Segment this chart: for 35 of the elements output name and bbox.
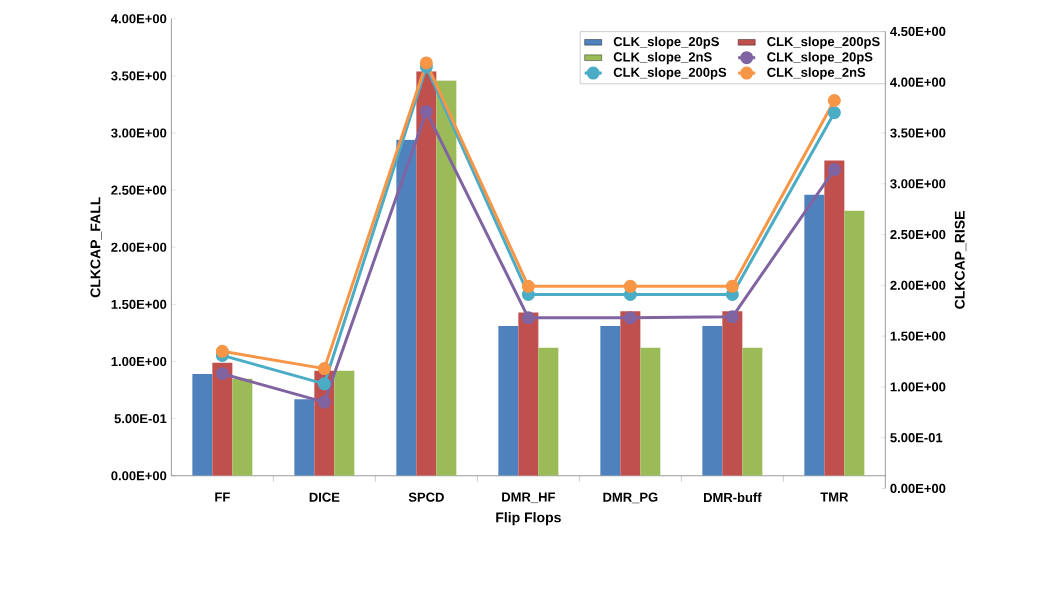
y2-tick-label: 4.00E+00 — [890, 77, 946, 87]
y2-tick-label: 3.50E+00 — [890, 128, 946, 138]
y-tick-label: 2.00E+00 — [111, 242, 167, 252]
legend-label: CLK_slope_2nS — [613, 52, 712, 65]
y-tick-label: 3.00E+00 — [111, 128, 167, 138]
y-tick-label: 2.50E+00 — [111, 185, 167, 195]
y2-tick-label: 5.00E-01 — [890, 433, 943, 443]
x-tick-label: DMR_HF — [502, 492, 555, 504]
y2-tick-label: 0.00E+00 — [890, 483, 946, 494]
y-tick-label: 3.50E+00 — [111, 71, 167, 81]
y2-tick-label: 4.50E+00 — [890, 26, 946, 37]
y-tick-label: 1.00E+00 — [111, 356, 167, 367]
legend-label: CLK_slope_200pS — [613, 67, 727, 80]
y-tick-label: 5.00E-01 — [114, 414, 167, 424]
y2-tick-label: 1.00E+00 — [890, 382, 946, 392]
legend-label: CLK_slope_200pS — [767, 36, 880, 49]
legend-label: CLK_slope_20pS — [767, 52, 873, 65]
y2-tick-label: 1.50E+00 — [890, 331, 946, 341]
x-tick-label: FF — [215, 492, 230, 502]
x-tick-label: DICE — [309, 492, 340, 502]
y-tick-label: 4.00E+00 — [111, 14, 167, 24]
x-tick-label: SPCD — [408, 492, 444, 502]
legend-label: CLK_slope_20pS — [613, 36, 719, 49]
x-axis-title: Flip Flops — [496, 512, 561, 526]
x-tick-label: TMR — [820, 492, 849, 502]
y2-axis-title: CLKCAP_RISE — [954, 211, 967, 309]
y2-tick-label: 2.00E+00 — [890, 280, 946, 290]
y2-tick-label: 3.00E+00 — [890, 179, 946, 189]
legend-label: CLK_slope_2nS — [767, 67, 866, 80]
x-tick-label: DMR-buff — [703, 492, 762, 503]
y-tick-label: 1.50E+00 — [111, 299, 167, 309]
y2-tick-label: 2.50E+00 — [890, 229, 946, 240]
y-axis-title: CLKCAP_FALL — [90, 197, 102, 298]
y-tick-label: 0.00E+00 — [111, 471, 167, 481]
x-tick-label: DMR_PG — [603, 492, 658, 504]
